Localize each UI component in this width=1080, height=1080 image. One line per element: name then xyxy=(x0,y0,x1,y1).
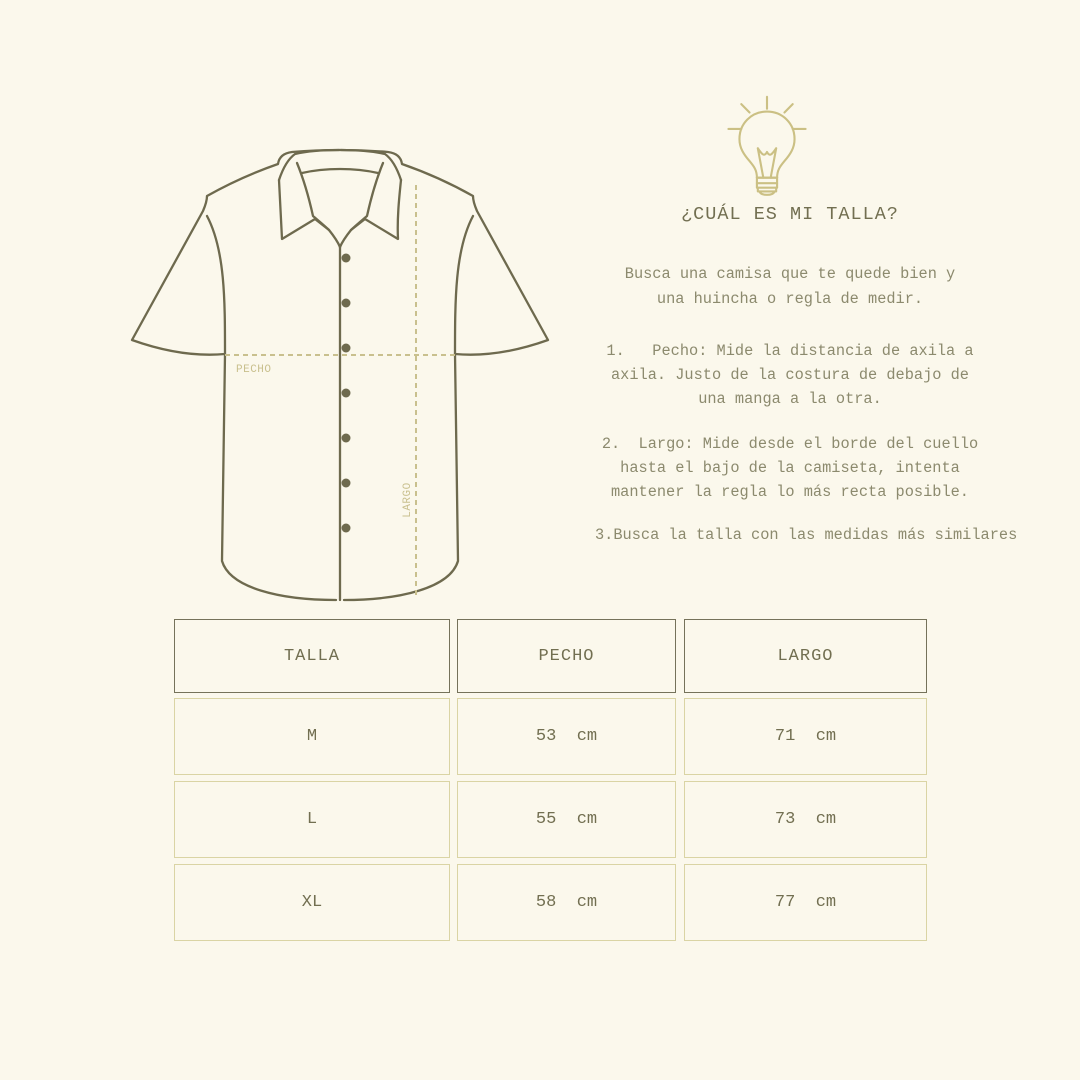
svg-text:PECHO: PECHO xyxy=(236,364,272,376)
svg-text:LARGO: LARGO xyxy=(402,482,414,518)
